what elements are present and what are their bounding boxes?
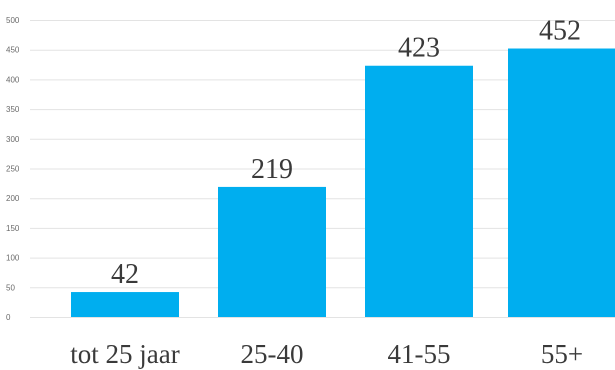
y-axis: 0 50 100 150 200 250 300 350 400 450 500: [6, 16, 20, 322]
y-tick-label: 450: [6, 46, 20, 55]
y-tick-label: 400: [6, 75, 20, 84]
bar: [508, 48, 615, 318]
data-label: 452: [539, 16, 581, 47]
y-tick-label: 100: [6, 254, 20, 263]
x-axis: tot 25 jaar 25-40 41-55 55+: [70, 339, 583, 369]
data-label: 42: [111, 259, 139, 290]
y-tick-label: 50: [6, 283, 15, 292]
x-tick-label: 55+: [541, 339, 583, 369]
bar: [218, 186, 326, 317]
y-tick-label: 350: [6, 105, 20, 114]
data-label: 219: [251, 154, 293, 185]
data-labels: 42 219 423 452: [111, 16, 581, 291]
y-tick-label: 300: [6, 135, 20, 144]
bars: [71, 48, 615, 318]
x-tick-label: 25-40: [241, 339, 304, 369]
data-label: 423: [398, 33, 440, 64]
y-tick-label: 200: [6, 194, 20, 203]
x-tick-label: 41-55: [388, 339, 451, 369]
y-tick-label: 150: [6, 224, 20, 233]
bar: [365, 65, 473, 317]
y-tick-label: 0: [6, 313, 11, 322]
x-tick-label: tot 25 jaar: [70, 339, 179, 369]
bar: [71, 292, 179, 317]
y-tick-label: 500: [6, 16, 20, 25]
y-tick-label: 250: [6, 165, 20, 174]
